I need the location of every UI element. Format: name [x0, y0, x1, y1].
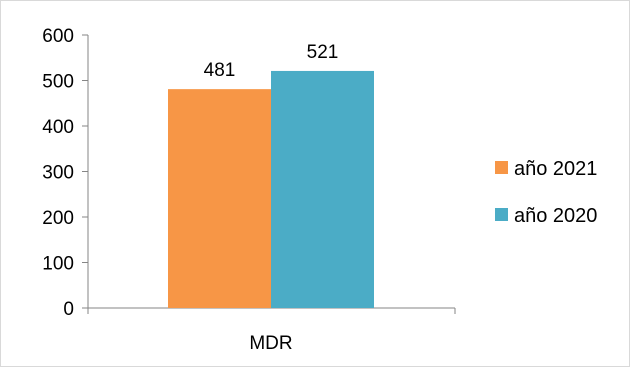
x-category-label: MDR — [249, 333, 292, 354]
y-tick-label: 500 — [42, 72, 74, 93]
axes: 0 100 200 300 400 500 600 MDR — [42, 26, 456, 354]
y-tick-label: 200 — [42, 208, 74, 229]
y-tick-label: 0 — [63, 299, 74, 320]
bars — [168, 70, 374, 309]
legend-swatch — [495, 161, 508, 174]
data-label: 481 — [204, 60, 236, 81]
y-tick-label: 300 — [42, 163, 74, 184]
y-tick-label: 400 — [42, 117, 74, 138]
legend-swatch — [495, 208, 508, 221]
bar-ano-2020 — [271, 70, 374, 308]
legend-label: año 2020 — [514, 205, 597, 227]
legend: año 2021 año 2020 — [495, 158, 597, 227]
legend-label: año 2021 — [514, 158, 597, 180]
y-tick-label: 100 — [42, 254, 74, 275]
bar-ano-2021 — [168, 89, 271, 309]
y-tick-label: 600 — [42, 26, 74, 47]
data-label: 521 — [307, 42, 339, 63]
data-labels: 481 521 — [204, 42, 339, 81]
